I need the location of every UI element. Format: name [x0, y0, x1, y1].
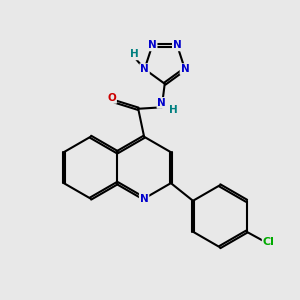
Text: N: N — [140, 64, 149, 74]
Text: N: N — [181, 64, 189, 74]
Text: N: N — [140, 194, 148, 204]
Text: H: H — [169, 105, 178, 115]
Text: N: N — [158, 98, 166, 108]
Text: H: H — [130, 50, 139, 59]
Text: O: O — [107, 93, 116, 103]
Text: N: N — [148, 40, 157, 50]
Text: N: N — [173, 40, 182, 50]
Text: Cl: Cl — [263, 237, 274, 247]
